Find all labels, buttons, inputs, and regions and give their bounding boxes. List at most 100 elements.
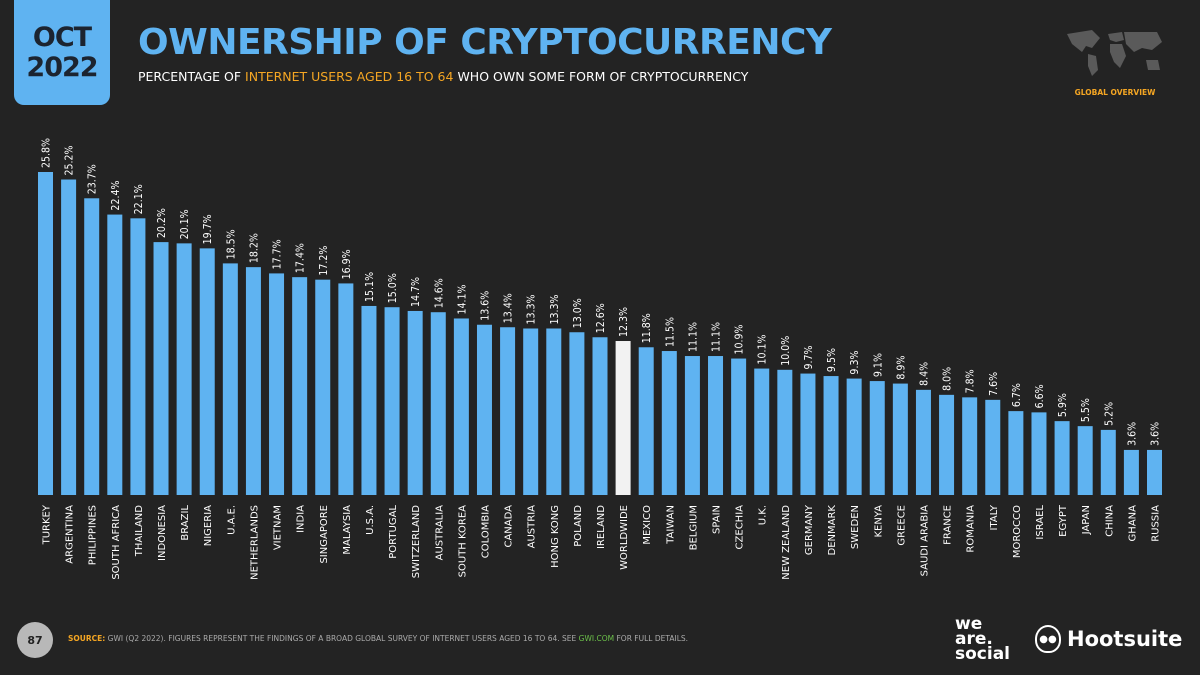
data-label: 13.3% <box>526 294 538 324</box>
data-label: 10.0% <box>780 336 792 366</box>
category-label: THAILAND <box>134 505 145 558</box>
bar-austria <box>523 328 539 495</box>
data-label: 5.9% <box>1057 393 1069 417</box>
bar-south-africa <box>107 214 123 495</box>
data-label: 14.6% <box>433 278 445 308</box>
subtitle-part: PERCENTAGE OF <box>138 69 246 84</box>
category-label: HONG KONG <box>550 505 561 568</box>
bar-ireland <box>592 337 608 495</box>
category-label: CHINA <box>1104 505 1115 537</box>
category-label: GHANA <box>1127 505 1138 542</box>
data-label: 15.0% <box>387 273 399 303</box>
bar-u-a-e- <box>222 263 238 495</box>
data-label: 20.1% <box>179 209 191 239</box>
data-label: 11.1% <box>687 322 699 352</box>
bar-denmark <box>823 376 839 495</box>
category-label: SOUTH AFRICA <box>111 505 122 580</box>
category-label: NIGERIA <box>203 505 214 546</box>
category-label: FRANCE <box>943 505 954 545</box>
category-label: AUSTRIA <box>527 505 538 549</box>
data-label: 7.8% <box>965 369 977 393</box>
category-label: PHILIPPINES <box>88 505 99 565</box>
category-label: NETHERLANDS <box>249 505 260 580</box>
data-label: 6.7% <box>1011 383 1023 407</box>
data-label: 6.6% <box>1034 384 1046 408</box>
category-label: SOUTH KOREA <box>457 505 468 577</box>
bar-portugal <box>384 307 400 495</box>
data-label: 9.7% <box>803 346 815 370</box>
bar-spain <box>708 356 724 495</box>
data-label: 23.7% <box>87 164 99 194</box>
bar-taiwan <box>661 351 677 495</box>
bar-singapore <box>315 279 331 495</box>
bar-egypt <box>1054 421 1070 495</box>
owl-icon: ●● <box>1035 625 1061 653</box>
category-label: INDIA <box>296 505 307 533</box>
bar-nigeria <box>199 248 215 495</box>
category-label: BELGIUM <box>688 505 699 550</box>
data-label: 8.4% <box>918 362 930 386</box>
bar-philippines <box>84 198 100 495</box>
bar-brazil <box>176 243 192 495</box>
data-label: 17.2% <box>318 246 330 276</box>
bar-mexico <box>638 347 654 495</box>
we-are-social-logo: we are. social <box>955 614 1011 664</box>
data-label: 3.6% <box>1150 422 1162 446</box>
category-label: ISRAEL <box>1035 505 1046 540</box>
data-label: 13.0% <box>572 298 584 328</box>
category-label: MOROCCO <box>1012 505 1023 558</box>
bar-netherlands <box>245 267 261 495</box>
source-text-end: FOR FULL DETAILS. <box>614 634 689 643</box>
category-label: GREECE <box>896 505 907 546</box>
page-subtitle: PERCENTAGE OF INTERNET USERS AGED 16 TO … <box>138 69 748 84</box>
category-label: SWEDEN <box>850 505 861 549</box>
data-label: 13.3% <box>549 294 561 324</box>
category-label: MALAYSIA <box>342 505 353 555</box>
data-label: 20.2% <box>156 208 168 238</box>
data-label: 9.5% <box>826 348 838 372</box>
category-label: COLOMBIA <box>480 505 491 558</box>
bar-india <box>292 277 308 495</box>
category-label: BRAZIL <box>180 505 191 541</box>
hootsuite-logo: ●● Hootsuite <box>1035 625 1182 653</box>
category-label: DENMARK <box>827 505 838 556</box>
bar-u-k- <box>754 368 770 495</box>
date-badge: OCT 2022 <box>14 0 110 105</box>
bar-malaysia <box>338 283 354 495</box>
data-label: 12.3% <box>618 307 630 337</box>
bar-italy <box>985 399 1001 495</box>
category-label: CZECHIA <box>735 505 746 550</box>
bar-greece <box>892 383 908 495</box>
data-label: 8.0% <box>942 367 954 391</box>
data-label: 12.6% <box>595 303 607 333</box>
bar-hong-kong <box>546 328 562 495</box>
bar-romania <box>962 397 978 495</box>
data-label: 25.8% <box>41 138 53 168</box>
bar-argentina <box>61 179 77 495</box>
category-label: SPAIN <box>712 505 723 534</box>
bar-poland <box>569 332 585 495</box>
data-label: 18.5% <box>225 229 237 259</box>
category-label: TAIWAN <box>665 505 676 545</box>
category-label: U.A.E. <box>226 505 237 535</box>
data-label: 7.6% <box>988 372 1000 396</box>
bar-china <box>1100 429 1116 495</box>
bar-switzerland <box>407 310 423 495</box>
source-link[interactable]: GWI.COM <box>578 634 615 643</box>
category-label: SINGAPORE <box>319 505 330 564</box>
data-label: 17.7% <box>272 239 284 269</box>
category-label: ITALY <box>989 504 1000 530</box>
bar-vietnam <box>269 273 285 495</box>
data-label: 10.9% <box>734 325 746 355</box>
bar-australia <box>430 312 446 495</box>
category-label: INDONESIA <box>157 505 168 561</box>
data-label: 11.1% <box>711 322 723 352</box>
bar-france <box>939 394 955 495</box>
category-label: NEW ZEALAND <box>781 505 792 580</box>
bar-germany <box>800 373 816 495</box>
category-label: WORLDWIDE <box>619 505 630 570</box>
data-label: 11.5% <box>664 317 676 347</box>
category-label: U.K. <box>758 505 769 525</box>
bar-canada <box>500 327 516 495</box>
data-label: 13.6% <box>479 291 491 321</box>
